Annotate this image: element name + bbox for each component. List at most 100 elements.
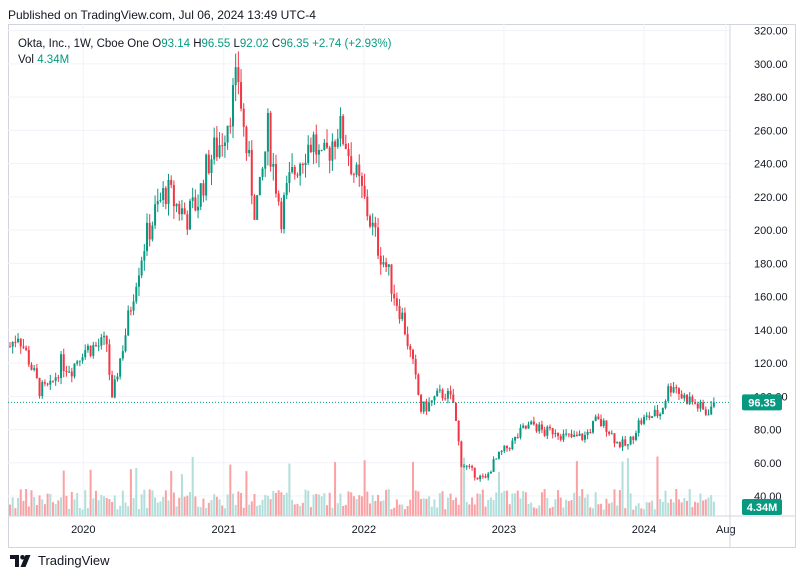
candle-body [355, 164, 358, 175]
y-tick-label: 240.00 [754, 159, 788, 171]
volume-bar [600, 503, 603, 516]
volume-bar [331, 507, 334, 516]
volume-bar [460, 465, 463, 516]
candle-body [191, 197, 194, 201]
volume-bar [554, 499, 557, 516]
candle-body [172, 184, 175, 207]
candle-body [119, 358, 122, 377]
volume-bar [60, 497, 63, 516]
volume-bar [546, 497, 549, 516]
candle-body [336, 138, 339, 147]
candle-body [538, 424, 541, 432]
volume-bar [634, 505, 637, 516]
volume-bar [613, 489, 616, 516]
volume-bar [304, 489, 307, 516]
candle-body [11, 341, 14, 347]
candle-body [167, 179, 170, 205]
candle-body [473, 467, 476, 478]
candle-body [578, 433, 581, 436]
volume-bar [14, 508, 17, 516]
candle-body [103, 335, 106, 338]
volume-bar [522, 490, 525, 516]
candle-body [272, 163, 275, 167]
volume-bar [438, 493, 441, 516]
volume-bar [514, 493, 517, 516]
candle-body [583, 434, 586, 440]
volume-bar [240, 492, 243, 516]
volume-bar [57, 500, 60, 516]
candle-body [331, 141, 334, 161]
candle-body [463, 466, 466, 468]
candle-body [610, 433, 613, 435]
volume-bar [218, 499, 221, 516]
candle-body [406, 334, 409, 347]
candle-body [634, 432, 637, 440]
legend-vol-label[interactable]: Vol [18, 54, 34, 66]
volume-bar [489, 497, 492, 516]
volume-bar [651, 500, 654, 516]
volume-bar [691, 507, 694, 516]
candle-body [390, 264, 393, 294]
legend-volume-row: Vol 4.34M [18, 52, 391, 68]
legend-symbol[interactable]: Okta, Inc., 1W, Cboe One [18, 38, 150, 50]
volume-bar [105, 498, 108, 516]
candle-body [22, 346, 25, 348]
candle-body [285, 183, 288, 196]
volume-bar [175, 506, 178, 516]
candle-body [675, 387, 678, 389]
volume-bar [393, 507, 396, 516]
volume-bar [119, 505, 122, 516]
volume-bar [420, 498, 423, 516]
volume-bar [342, 505, 345, 516]
candle-body [570, 433, 573, 437]
x-tick-label: Aug [716, 524, 736, 536]
tradingview-brand[interactable]: TradingView [38, 553, 110, 568]
candle-body [121, 351, 124, 359]
volume-bar [559, 497, 562, 516]
candle-body [602, 420, 605, 427]
price-chart[interactable]: 40.0060.0080.00100.00120.00140.00160.001… [8, 24, 796, 548]
volume-bar [223, 508, 226, 516]
candle-body [124, 335, 127, 352]
volume-bar [621, 461, 624, 516]
candle-body [694, 402, 697, 404]
volume-bar [156, 502, 159, 516]
tradingview-logo-icon [10, 554, 31, 567]
candle-body [342, 115, 345, 144]
volume-bar [326, 505, 329, 516]
candle-body [543, 429, 546, 436]
volume-bar [503, 490, 506, 516]
volume-bar [570, 500, 573, 516]
volume-bar [25, 489, 28, 516]
volume-bar [446, 497, 449, 516]
candle-body [46, 383, 49, 385]
y-tick-label: 60.00 [754, 458, 782, 470]
volume-bar [261, 499, 264, 516]
candle-body [683, 394, 686, 399]
candle-body [661, 407, 664, 415]
candle-body [492, 459, 495, 472]
candle-body [425, 401, 428, 412]
candle-body [643, 416, 646, 424]
x-tick-label: 2024 [632, 524, 656, 536]
volume-bar [664, 490, 667, 516]
candle-body [503, 445, 506, 452]
volume-bar [137, 509, 140, 516]
published-header: Published on TradingView.com, Jul 06, 20… [8, 8, 316, 22]
volume-bar [62, 470, 65, 516]
candle-body [301, 163, 304, 166]
volume-bar [540, 492, 543, 516]
candle-body [261, 168, 264, 177]
candle-body [84, 350, 87, 358]
candle-body [476, 477, 479, 480]
candle-body [648, 415, 651, 418]
candle-body [132, 301, 135, 311]
candle-body [135, 286, 138, 302]
volume-bar [360, 496, 363, 516]
candle-body [573, 434, 576, 437]
candle-body [479, 475, 482, 480]
candle-body [175, 203, 178, 207]
candle-body [446, 390, 449, 399]
candle-body [511, 440, 514, 450]
candle-body [686, 394, 689, 404]
